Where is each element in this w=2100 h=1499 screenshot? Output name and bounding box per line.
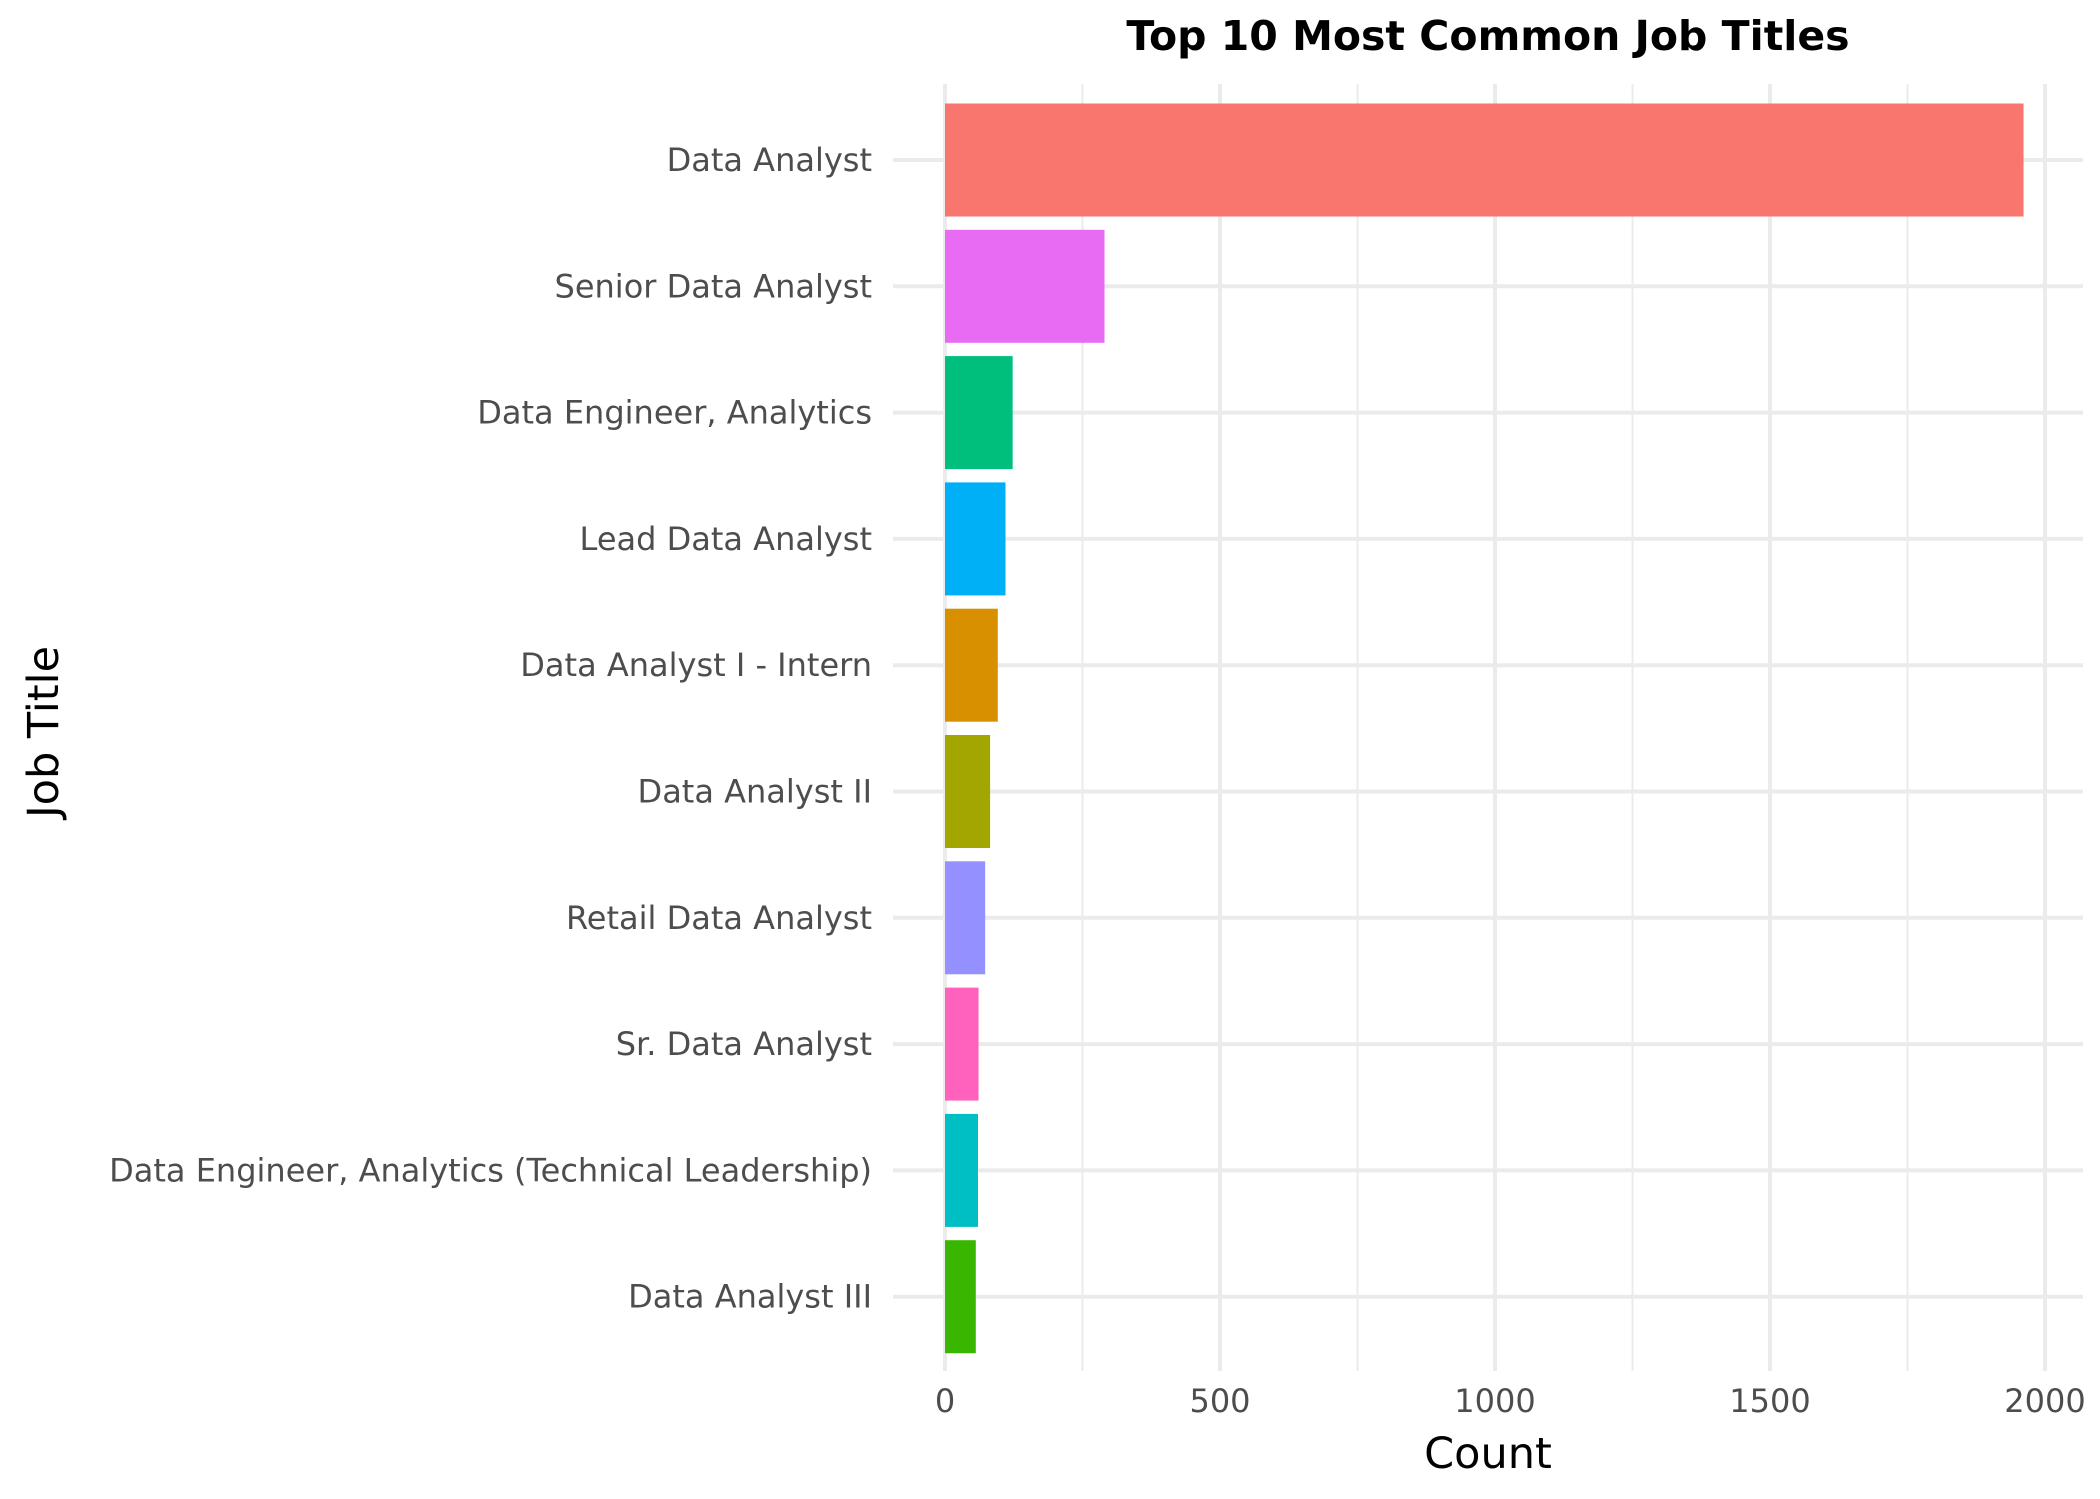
y-tick-label: Retail Data Analyst bbox=[566, 899, 872, 937]
y-tick-label: Sr. Data Analyst bbox=[616, 1025, 872, 1063]
bar bbox=[945, 987, 979, 1101]
bar bbox=[945, 482, 1006, 596]
y-tick-labels: Data Analyst Senior Data Analyst Data Engi… bbox=[109, 141, 872, 1316]
bar bbox=[945, 103, 2024, 217]
x-tick-labels: 0 500 1000 1500 2000 bbox=[935, 1382, 2086, 1420]
x-tick-label: 0 bbox=[935, 1382, 955, 1420]
y-tick-label: Data Engineer, Analytics bbox=[477, 394, 872, 432]
y-tick-label: Data Analyst III bbox=[628, 1278, 872, 1316]
bar bbox=[945, 1113, 978, 1227]
bar bbox=[945, 608, 998, 722]
x-tick-label: 1000 bbox=[1454, 1382, 1535, 1420]
bar bbox=[945, 229, 1105, 343]
x-tick-label: 1500 bbox=[1729, 1382, 1810, 1420]
bars bbox=[945, 103, 2024, 1354]
bar bbox=[945, 861, 986, 975]
y-tick-label: Data Analyst bbox=[667, 141, 872, 179]
chart-title: Top 10 Most Common Job Titles bbox=[1126, 12, 1849, 60]
bar bbox=[945, 356, 1013, 470]
y-tick-label: Data Engineer, Analytics (Technical Lead… bbox=[109, 1151, 872, 1189]
y-tick-label: Senior Data Analyst bbox=[555, 267, 872, 305]
bar bbox=[945, 1240, 976, 1354]
x-tick-label: 500 bbox=[1189, 1382, 1250, 1420]
y-tick-label: Data Analyst I - Intern bbox=[520, 646, 872, 684]
y-axis-title: Job Title bbox=[19, 646, 69, 821]
x-axis-title: Count bbox=[1424, 1429, 1552, 1479]
y-tick-label: Data Analyst II bbox=[638, 773, 872, 811]
x-tick-label: 2000 bbox=[2004, 1382, 2085, 1420]
y-tick-label: Lead Data Analyst bbox=[580, 520, 872, 558]
bar bbox=[945, 735, 991, 848]
